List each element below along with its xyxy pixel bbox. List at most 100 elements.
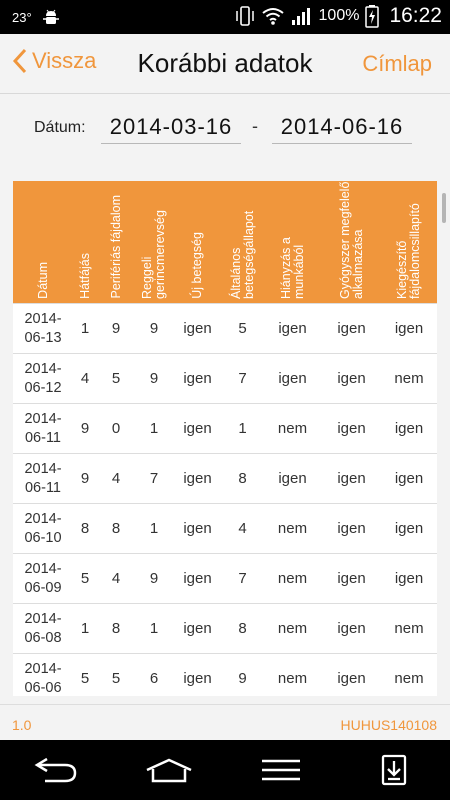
status-bar: 23° 100% 16:22 (0, 0, 450, 34)
android-debug-icon (42, 8, 60, 26)
table-cell: igen (322, 553, 381, 604)
home-button[interactable]: Címlap (362, 51, 432, 76)
table-cell: 9 (222, 653, 263, 696)
table-cell: igen (322, 303, 381, 354)
table-cell: 9 (135, 303, 173, 354)
download-nav-icon[interactable] (364, 748, 424, 792)
table-cell: 5 (97, 353, 135, 404)
date-cell: 2014- 06-11 (13, 403, 73, 454)
table-header-row: Dátum Hátfájás Perifériás fájdalom Regge… (13, 181, 437, 304)
status-left: 23° (12, 8, 60, 26)
table-cell: 9 (73, 403, 97, 454)
action-bar: Vissza Korábbi adatok Címlap (0, 34, 450, 94)
table-cell: 8 (222, 453, 263, 504)
table-row[interactable]: 2014- 06-08 1 8 1 igen 8 nem igen nem (13, 603, 437, 654)
home-nav-icon[interactable] (139, 748, 199, 792)
table-cell: 9 (97, 303, 135, 354)
date-from-field[interactable]: 2014-03-16 (101, 110, 241, 144)
table-cell: 5 (73, 553, 97, 604)
table-cell: 7 (135, 453, 173, 504)
date-cell: 2014- 06-12 (13, 353, 73, 404)
table-row[interactable]: 2014- 06-10 8 8 1 igen 4 nem igen igen (13, 503, 437, 554)
table-cell: 4 (222, 503, 263, 554)
table-row[interactable]: 2014- 06-06 5 5 6 igen 9 nem igen nem (13, 653, 437, 696)
version-text: 1.0 (12, 717, 32, 733)
table-cell: igen (322, 603, 381, 654)
table-cell: igen (381, 503, 437, 554)
date-cell: 2014- 06-11 (13, 453, 73, 504)
table-cell: 4 (73, 353, 97, 404)
wifi-icon (261, 6, 285, 26)
table-cell: igen (381, 303, 437, 354)
table-cell: 5 (222, 303, 263, 354)
column-header: Általános betegségállapot (222, 181, 263, 304)
table-cell: 1 (73, 603, 97, 654)
history-table-container[interactable]: Dátum Hátfájás Perifériás fájdalom Regge… (13, 181, 437, 696)
menu-nav-icon[interactable] (251, 748, 311, 792)
table-cell: nem (263, 653, 322, 696)
system-nav-bar (0, 740, 450, 800)
back-nav-icon[interactable] (26, 748, 86, 792)
table-cell: igen (173, 553, 222, 604)
signal-icon (291, 6, 313, 26)
table-cell: igen (322, 403, 381, 454)
table-cell: igen (322, 453, 381, 504)
table-cell: igen (173, 653, 222, 696)
table-cell: nem (381, 353, 437, 404)
back-button-label: Vissza (32, 48, 97, 73)
table-cell: 8 (73, 503, 97, 554)
table-cell: igen (322, 503, 381, 554)
table-cell: 9 (135, 553, 173, 604)
footer: 1.0 HUHUS140108 (0, 704, 450, 740)
table-row[interactable]: 2014- 06-12 4 5 9 igen 7 igen igen nem (13, 353, 437, 404)
table-row[interactable]: 2014- 06-11 9 4 7 igen 8 igen igen igen (13, 453, 437, 504)
date-label: Dátum: (34, 119, 86, 136)
battery-percent: 100% (318, 7, 360, 24)
table-cell: 4 (97, 553, 135, 604)
battery-charging-icon (365, 4, 380, 28)
table-row[interactable]: 2014- 06-09 5 4 9 igen 7 nem igen igen (13, 553, 437, 604)
column-header: Hiányzás a munkából (263, 181, 322, 304)
table-cell: nem (381, 653, 437, 696)
table-cell: 1 (135, 403, 173, 454)
table-cell: 4 (97, 453, 135, 504)
date-cell: 2014- 06-09 (13, 553, 73, 604)
table-cell: igen (263, 303, 322, 354)
column-header: Hátfájás (73, 181, 97, 304)
app-screen: Vissza Korábbi adatok Címlap Dátum: 2014… (0, 34, 450, 740)
column-header: Perifériás fájdalom (97, 181, 135, 304)
table-cell: nem (263, 403, 322, 454)
table-cell: 5 (73, 653, 97, 696)
table-cell: nem (263, 603, 322, 654)
table-cell: 5 (97, 653, 135, 696)
table-cell: nem (263, 503, 322, 554)
column-header: Gyógyszer megfelelő alkalmazása (322, 181, 381, 304)
table-cell: 7 (222, 553, 263, 604)
table-cell: 1 (222, 403, 263, 454)
scrollbar[interactable] (442, 193, 446, 223)
table-cell: igen (173, 603, 222, 654)
table-cell: 6 (135, 653, 173, 696)
back-button[interactable]: Vissza (12, 48, 96, 74)
table-row[interactable]: 2014- 06-11 9 0 1 igen 1 nem igen igen (13, 403, 437, 454)
vibrate-icon (235, 5, 255, 27)
table-cell: igen (173, 503, 222, 554)
clock: 16:22 (389, 4, 442, 27)
table-cell: igen (263, 353, 322, 404)
table-cell: 0 (97, 403, 135, 454)
table-cell: igen (381, 403, 437, 454)
table-cell: 1 (73, 303, 97, 354)
table-row[interactable]: 2014- 06-13 1 9 9 igen 5 igen igen igen (13, 303, 437, 354)
table-cell: igen (263, 453, 322, 504)
table-cell: 1 (135, 503, 173, 554)
column-header: Kiegészítő fájdalomcsillapító (381, 181, 437, 304)
table-cell: 8 (97, 603, 135, 654)
table-cell: 1 (135, 603, 173, 654)
date-cell: 2014- 06-10 (13, 503, 73, 554)
date-to-field[interactable]: 2014-06-16 (272, 110, 412, 144)
table-cell: 8 (222, 603, 263, 654)
date-cell: 2014- 06-08 (13, 603, 73, 654)
temperature-text: 23° (12, 9, 32, 25)
date-cell: 2014- 06-06 (13, 653, 73, 696)
chevron-left-icon (12, 48, 27, 74)
